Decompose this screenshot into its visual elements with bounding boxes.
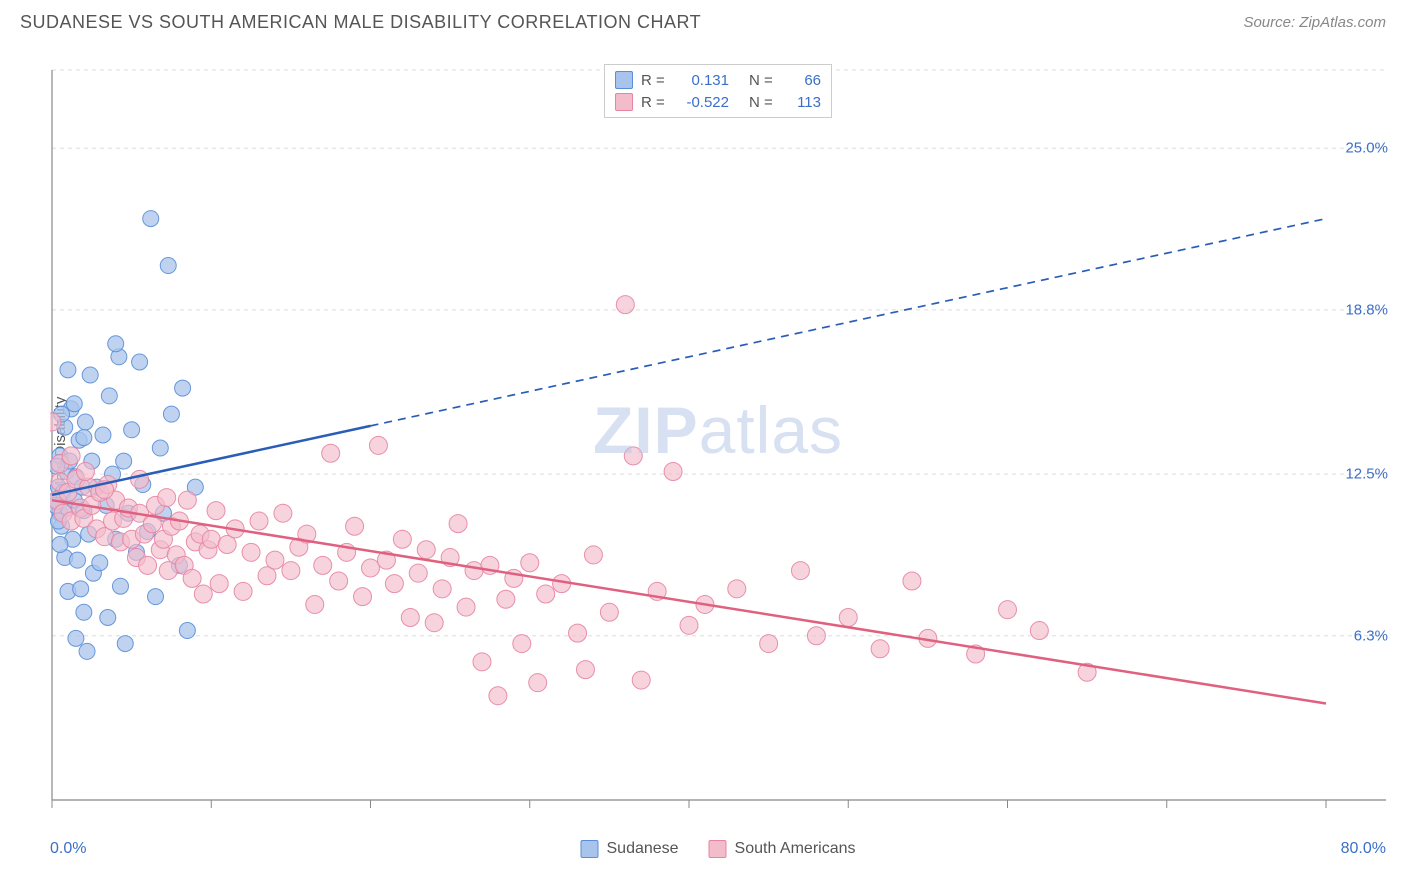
legend-swatch (615, 93, 633, 111)
x-axis-max-label: 80.0% (1341, 840, 1386, 858)
legend-r-label: R = (641, 72, 671, 89)
legend-bottom: Sudanese South Americans (580, 840, 855, 858)
legend-r-value: -0.522 (679, 94, 729, 111)
chart-source: Source: ZipAtlas.com (1243, 14, 1386, 31)
legend-top-row: R = 0.131 N = 66 (615, 69, 821, 91)
legend-bottom-item: South Americans (709, 840, 856, 858)
legend-swatch (709, 840, 727, 858)
legend-r-value: 0.131 (679, 72, 729, 89)
legend-n-value: 66 (787, 72, 821, 89)
legend-swatch (580, 840, 598, 858)
legend-series-label: South Americans (735, 840, 856, 858)
y-tick-label: 25.0% (1345, 140, 1388, 157)
chart-title: SUDANESE VS SOUTH AMERICAN MALE DISABILI… (20, 12, 701, 33)
y-tick-label: 6.3% (1354, 627, 1388, 644)
legend-top-row: R = -0.522 N = 113 (615, 91, 821, 113)
y-tick-label: 12.5% (1345, 466, 1388, 483)
legend-n-label: N = (749, 94, 779, 111)
legend-n-value: 113 (787, 94, 821, 111)
chart-area: Male Disability R =0.131N =66R =-0.522N … (50, 60, 1386, 830)
y-tick-label: 18.8% (1345, 301, 1388, 318)
legend-bottom-item: Sudanese (580, 840, 678, 858)
legend-r-label: R = (641, 94, 671, 111)
chart-header: SUDANESE VS SOUTH AMERICAN MALE DISABILI… (0, 0, 1406, 41)
x-axis-min-label: 0.0% (50, 840, 86, 858)
scatter-plot (50, 60, 1386, 830)
legend-swatch (615, 71, 633, 89)
legend-n-label: N = (749, 72, 779, 89)
legend-top: R = 0.131 N = 66 R = -0.522 N = 113 (604, 64, 832, 118)
legend-series-label: Sudanese (606, 840, 678, 858)
